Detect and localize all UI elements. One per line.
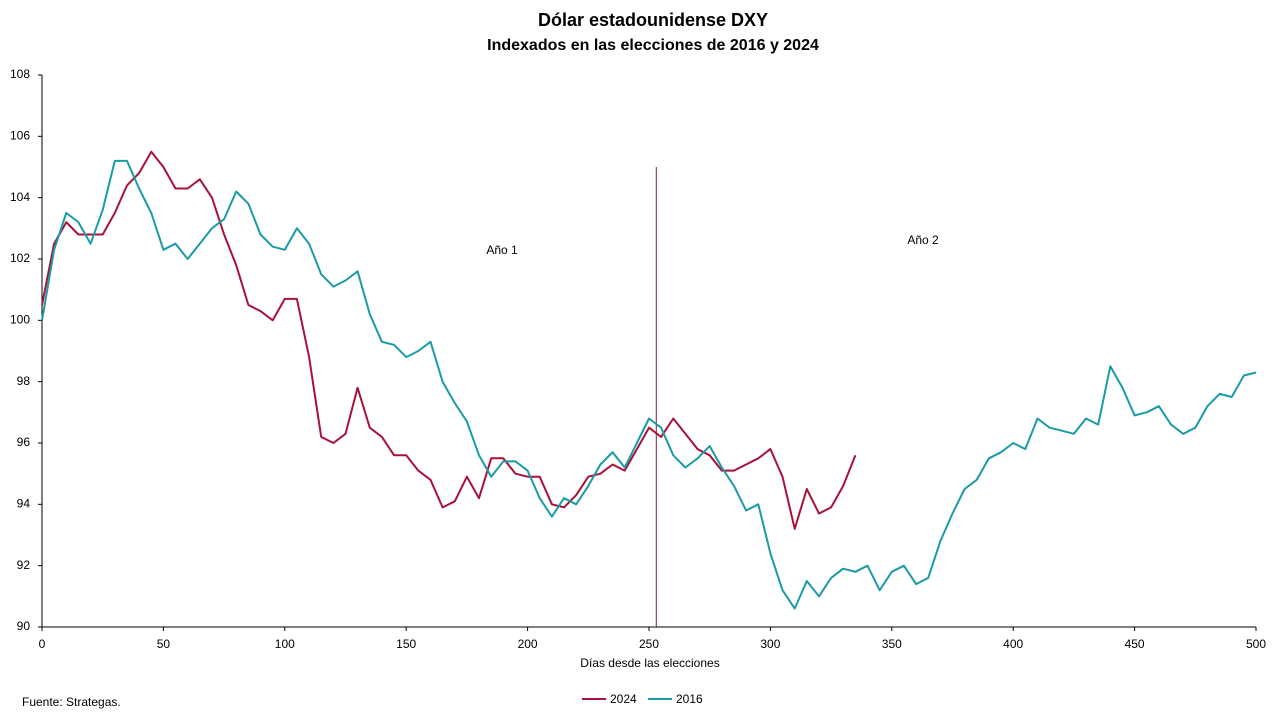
x-tick-label: 150 (396, 637, 416, 651)
y-tick-label: 96 (17, 435, 31, 449)
x-tick-label: 200 (518, 637, 538, 651)
source: Fuente: Strategas. (22, 695, 121, 709)
x-tick-label: 500 (1246, 637, 1266, 651)
x-tick-label: 0 (39, 637, 46, 651)
y-tick-label: 94 (17, 497, 31, 511)
x-tick-label: 450 (1125, 637, 1145, 651)
annotation: Año 2 (907, 233, 939, 247)
annotation: Año 1 (486, 243, 518, 257)
y-tick-label: 92 (17, 558, 31, 572)
y-tick-label: 104 (10, 190, 30, 204)
legend-label: 2016 (676, 692, 703, 706)
chart-subtitle: Indexados en las elecciones de 2016 y 20… (487, 37, 819, 54)
y-tick-label: 98 (17, 374, 31, 388)
x-tick-label: 400 (1003, 637, 1023, 651)
x-tick-label: 250 (639, 637, 659, 651)
x-tick-label: 300 (760, 637, 780, 651)
y-tick-label: 102 (10, 251, 30, 265)
x-tick-label: 100 (275, 637, 295, 651)
series-line (41, 159, 1257, 610)
y-tick-label: 100 (10, 313, 30, 327)
x-axis-label: Días desde las elecciones (580, 656, 719, 670)
y-tick-label: 106 (10, 129, 30, 143)
chart-title: Dólar estadounidense DXY (538, 10, 768, 30)
series-line (41, 150, 857, 530)
x-tick-label: 350 (882, 637, 902, 651)
y-tick-label: 90 (17, 619, 31, 633)
x-tick-label: 50 (157, 637, 171, 651)
legend-label: 2024 (610, 692, 637, 706)
y-tick-label: 108 (10, 67, 30, 81)
